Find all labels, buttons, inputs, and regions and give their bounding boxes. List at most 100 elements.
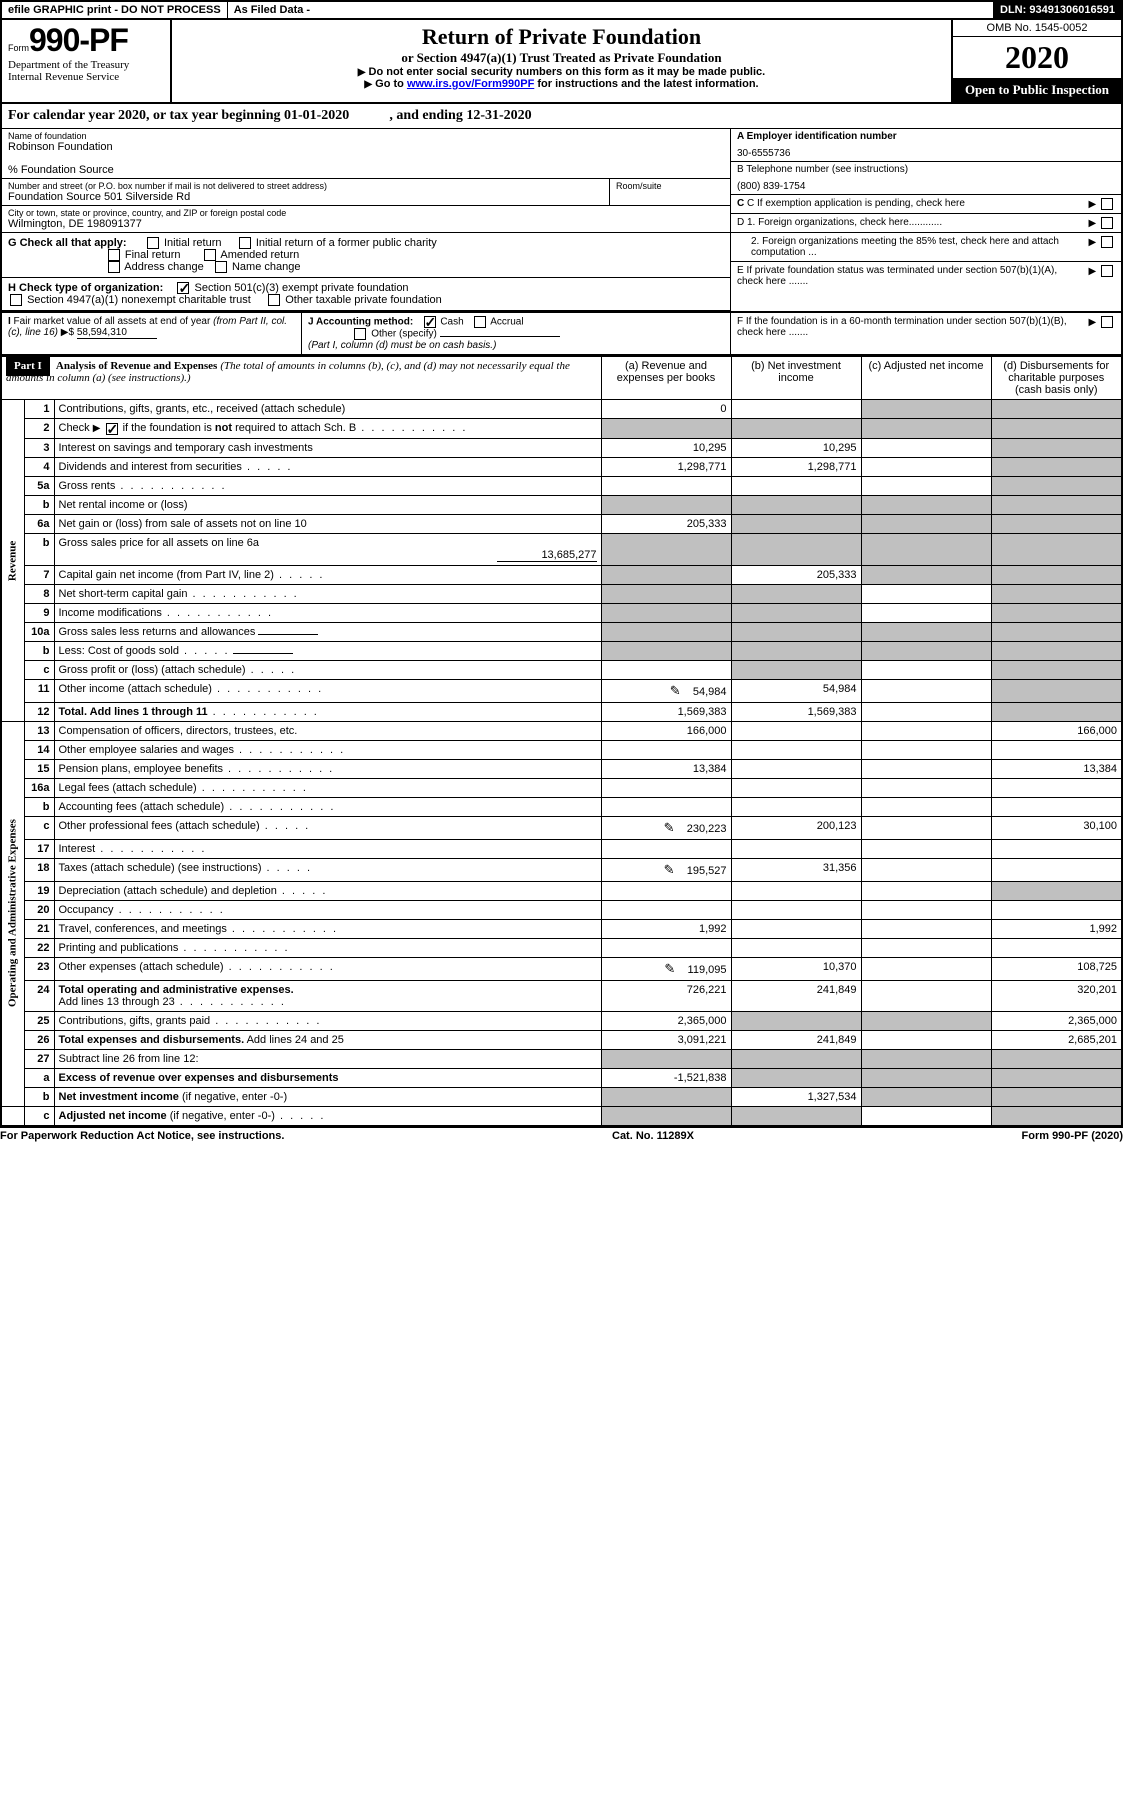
attachment-icon[interactable] xyxy=(664,865,675,877)
j-note: (Part I, column (d) must be on cash basi… xyxy=(308,340,496,351)
amended-return-checkbox[interactable] xyxy=(204,249,216,261)
row-15: 15 Pension plans, employee benefits 13,3… xyxy=(2,759,1121,778)
initial-former-checkbox[interactable] xyxy=(239,237,251,249)
foreign-org-checkbox[interactable] xyxy=(1101,217,1113,229)
row-14: 14 Other employee salaries and wages xyxy=(2,740,1121,759)
cash-checkbox[interactable] xyxy=(424,316,436,328)
row-10c: c Gross profit or (loss) (attach schedul… xyxy=(2,660,1121,679)
fmv-value: 58,594,310 xyxy=(77,327,157,339)
tax-year-end: , and ending 12-31-2020 xyxy=(389,108,531,124)
other-taxable-checkbox[interactable] xyxy=(268,294,280,306)
section-e: E If private foundation status was termi… xyxy=(731,262,1121,290)
row-6a: 6a Net gain or (loss) from sale of asset… xyxy=(2,514,1121,533)
row-7: 7 Capital gain net income (from Part IV,… xyxy=(2,565,1121,584)
row-10a: 10a Gross sales less returns and allowan… xyxy=(2,622,1121,641)
catalog-number: Cat. No. 11289X xyxy=(612,1130,694,1142)
ein-value: 30-6555736 xyxy=(737,142,1115,159)
initial-return-checkbox[interactable] xyxy=(147,237,159,249)
arrow-icon xyxy=(1089,237,1097,248)
row-19: 19 Depreciation (attach schedule) and de… xyxy=(2,881,1121,900)
section-i: I Fair market value of all assets at end… xyxy=(2,313,302,354)
city-label: City or town, state or province, country… xyxy=(8,208,724,218)
foundation-name: Robinson Foundation xyxy=(8,141,724,153)
row-24: 24 Total operating and administrative ex… xyxy=(2,980,1121,1011)
tax-year: 2020 xyxy=(953,37,1121,78)
gross-sales-price: 13,685,277 xyxy=(497,549,597,562)
room-label: Room/suite xyxy=(616,181,724,191)
section-g: G Check all that apply: Initial return I… xyxy=(2,233,730,278)
exemption-pending-checkbox[interactable] xyxy=(1101,198,1113,210)
row-18: 18 Taxes (attach schedule) (see instruct… xyxy=(2,858,1121,881)
row-1: Revenue 1 Contributions, gifts, grants, … xyxy=(2,400,1121,419)
row-16b: b Accounting fees (attach schedule) xyxy=(2,797,1121,816)
row-27: 27 Subtract line 26 from line 12: xyxy=(2,1049,1121,1068)
form-header: Form990-PF Department of the Treasury In… xyxy=(2,20,1121,104)
entity-left: Name of foundation Robinson Foundation %… xyxy=(2,129,731,311)
open-to-public: Open to Public Inspection xyxy=(953,78,1121,102)
row-26: 26 Total expenses and disbursements. Add… xyxy=(2,1030,1121,1049)
part1-header-row: Part I Analysis of Revenue and Expenses … xyxy=(2,357,1121,400)
part1-table: Part I Analysis of Revenue and Expenses … xyxy=(2,356,1121,1125)
form-title-block: Return of Private Foundation or Section … xyxy=(172,20,951,102)
arrow-icon xyxy=(61,327,69,338)
phone-cell: B Telephone number (see instructions) (8… xyxy=(731,162,1121,195)
507b1a-checkbox[interactable] xyxy=(1101,265,1113,277)
form-990pf: efile GRAPHIC print - DO NOT PROCESS As … xyxy=(0,0,1123,1128)
row-17: 17 Interest xyxy=(2,839,1121,858)
top-bar: efile GRAPHIC print - DO NOT PROCESS As … xyxy=(2,2,1121,20)
col-d-header: (d) Disbursements for charitable purpose… xyxy=(991,357,1121,400)
accrual-checkbox[interactable] xyxy=(474,316,486,328)
page-footer: For Paperwork Reduction Act Notice, see … xyxy=(0,1128,1123,1144)
row-27b: b Net investment income (if negative, en… xyxy=(2,1087,1121,1106)
foundation-name-cell: Name of foundation Robinson Foundation %… xyxy=(2,129,730,179)
arrow-icon xyxy=(364,78,372,90)
row-10b: b Less: Cost of goods sold xyxy=(2,641,1121,660)
final-return-checkbox[interactable] xyxy=(108,249,120,261)
row-5b: b Net rental income or (loss) xyxy=(2,495,1121,514)
sch-b-checkbox[interactable] xyxy=(106,423,118,435)
irs-link[interactable]: www.irs.gov/Form990PF xyxy=(407,78,534,90)
arrow-icon xyxy=(1089,218,1097,229)
row-9: 9 Income modifications xyxy=(2,603,1121,622)
g-label: G Check all that apply: xyxy=(8,237,127,249)
omb-number: OMB No. 1545-0052 xyxy=(953,20,1121,37)
section-d2: 2. Foreign organizations meeting the 85%… xyxy=(731,233,1121,262)
501c3-checkbox[interactable] xyxy=(177,282,189,294)
85pct-checkbox[interactable] xyxy=(1101,236,1113,248)
name-change-checkbox[interactable] xyxy=(215,261,227,273)
section-d1: D 1. Foreign organizations, check here..… xyxy=(731,214,1121,233)
other-method-checkbox[interactable] xyxy=(354,328,366,340)
row-11: 11 Other income (attach schedule) 54,984… xyxy=(2,679,1121,702)
row-16c: c Other professional fees (attach schedu… xyxy=(2,816,1121,839)
street-address: Foundation Source 501 Silverside Rd xyxy=(8,191,603,203)
dept-irs: Internal Revenue Service xyxy=(8,71,164,83)
form-id-block: Form990-PF Department of the Treasury In… xyxy=(2,20,172,102)
4947a1-checkbox[interactable] xyxy=(10,294,22,306)
form-prefix: Form xyxy=(8,43,29,53)
city-cell: City or town, state or province, country… xyxy=(2,206,730,233)
address-change-checkbox[interactable] xyxy=(108,261,120,273)
arrow-icon xyxy=(1089,317,1097,328)
other-specify-line xyxy=(440,336,560,337)
507b1b-checkbox[interactable] xyxy=(1101,316,1113,328)
tax-year-begin: For calendar year 2020, or tax year begi… xyxy=(8,108,349,124)
row-13: Operating and Administrative Expenses 13… xyxy=(2,721,1121,740)
attachment-icon[interactable] xyxy=(664,823,675,835)
row-25: 25 Contributions, gifts, grants paid 2,3… xyxy=(2,1011,1121,1030)
arrow-icon xyxy=(93,422,101,434)
row-12: 12 Total. Add lines 1 through 11 1,569,3… xyxy=(2,702,1121,721)
row-2: 2 Check if the foundation is not require… xyxy=(2,419,1121,438)
address-label: Number and street (or P.O. box number if… xyxy=(8,181,603,191)
row-8: 8 Net short-term capital gain xyxy=(2,584,1121,603)
ein-cell: A Employer identification number 30-6555… xyxy=(731,129,1121,162)
ein-label: A Employer identification number xyxy=(737,131,1115,142)
section-j: J Accounting method: Cash Accrual Other … xyxy=(302,313,731,354)
form-number: 990-PF xyxy=(29,22,128,58)
attachment-icon[interactable] xyxy=(670,686,681,698)
h-label: H Check type of organization: xyxy=(8,282,163,294)
attachment-icon[interactable] xyxy=(664,964,675,976)
entity-info: Name of foundation Robinson Foundation %… xyxy=(2,129,1121,313)
row-2-desc: Check if the foundation is not required … xyxy=(54,419,601,438)
row-22: 22 Printing and publications xyxy=(2,938,1121,957)
arrow-icon xyxy=(1089,199,1097,210)
